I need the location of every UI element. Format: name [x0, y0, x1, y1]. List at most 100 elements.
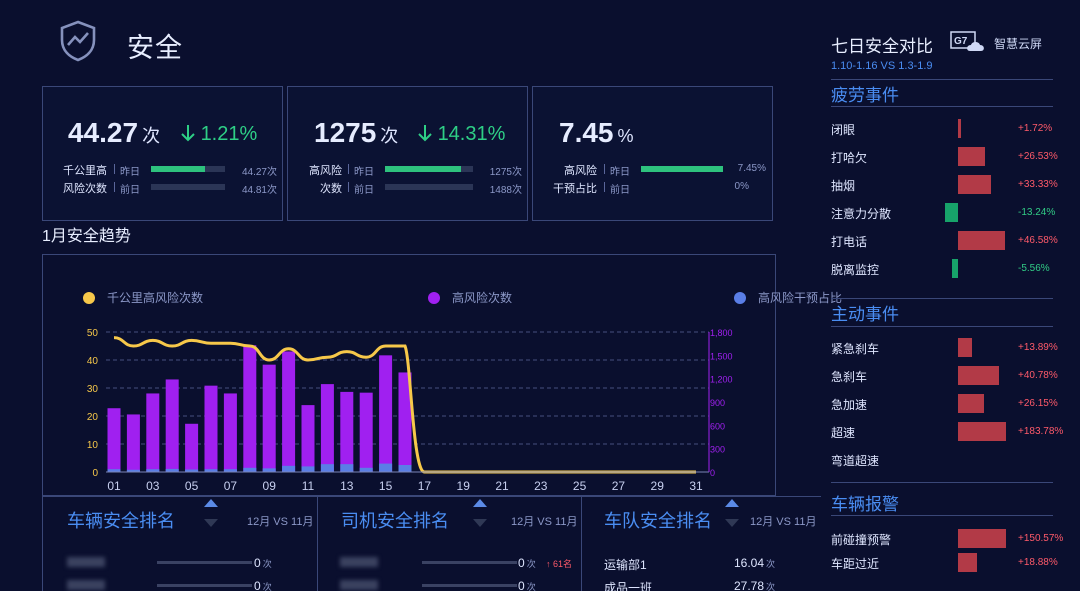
bar-high-risk-count — [243, 345, 257, 472]
comparison-item-label: 前碰撞预警 — [831, 533, 892, 547]
row-value: 1488次 — [489, 185, 522, 196]
y-right-tick-label: 1,200 — [710, 375, 733, 385]
kpi-value: 1275 次 — [314, 117, 399, 148]
kpi-change: 1.21% — [181, 123, 257, 146]
y-left-tick-label: 50 — [87, 328, 99, 339]
blurred-name — [67, 580, 105, 590]
bar-intervention-ratio — [301, 466, 315, 472]
ranking-period: 12月 VS 11月 — [511, 516, 578, 528]
kpi-label: 次数 — [320, 183, 342, 195]
bar-intervention-ratio — [320, 464, 334, 472]
comparison-bar — [944, 203, 958, 222]
fleet-name: 成品一班 — [604, 581, 653, 591]
comparison-bar — [958, 422, 1006, 441]
fleet-ranking-panel — [581, 496, 821, 591]
x-tick-label: 25 — [573, 479, 587, 493]
x-tick-label: 21 — [495, 479, 509, 493]
comparison-item-label: 注意力分散 — [831, 207, 892, 221]
legend-high-risk-count[interactable]: 高风险次数 — [452, 290, 512, 305]
comparison-change: +26.15% — [1018, 398, 1058, 409]
sort-toggle-icon[interactable] — [472, 497, 488, 529]
driver-ranking-title: 司机安全排名 — [341, 511, 449, 531]
comparison-item-label: 紧急刹车 — [831, 342, 880, 356]
comparison-item-label: 打电话 — [831, 235, 868, 249]
legend-risk-per-1000km[interactable]: 千公里高风险次数 — [107, 290, 203, 305]
comparison-bar — [958, 231, 1005, 250]
x-tick-label: 09 — [263, 479, 277, 493]
bar-intervention-ratio — [340, 464, 354, 472]
sort-toggle-icon[interactable] — [724, 497, 740, 529]
comparison-item-label: 打哈欠 — [831, 151, 868, 165]
kpi-label: 千公里高 — [63, 165, 107, 177]
ranking-bar — [157, 584, 252, 587]
bar-intervention-ratio — [223, 469, 237, 472]
trend-chart-frame — [42, 254, 776, 496]
kpi-progress-yesterday — [641, 166, 723, 172]
section-title-active: 主动事件 — [831, 305, 899, 324]
kpi-progress-yesterday — [151, 166, 206, 172]
kpi-progress-day-before — [151, 184, 225, 190]
row-tag-day-before: 前日 — [120, 185, 140, 196]
logo-text: 智慧云屏 — [994, 37, 1043, 51]
comparison-bar — [958, 394, 985, 413]
comparison-bar — [958, 175, 992, 194]
x-tick-label: 29 — [651, 479, 665, 493]
bar-intervention-ratio — [359, 467, 373, 472]
x-tick-label: 27 — [612, 479, 626, 493]
comparison-bar — [958, 553, 977, 572]
comparison-item-label: 急刹车 — [831, 370, 868, 384]
trend-chart: 0 10 20 30 40 50 0 300 600 900 1,200 1,500 1,800 01 03… — [83, 290, 842, 493]
legend-dot-intervention-ratio — [734, 292, 746, 304]
comparison-bar — [952, 259, 958, 278]
ranking-bar — [422, 561, 517, 564]
comparison-change: -5.56% — [1018, 263, 1050, 274]
bar-high-risk-count — [282, 351, 296, 472]
y-right-tick-label: 300 — [710, 445, 725, 455]
kpi-progress-yesterday — [385, 166, 461, 172]
sort-toggle-icon[interactable] — [203, 497, 219, 529]
comparison-bar — [958, 119, 961, 138]
y-left-tick-label: 40 — [87, 356, 99, 367]
kpi-label: 风险次数 — [63, 183, 107, 195]
x-tick-label: 15 — [379, 479, 393, 493]
row-value: 7.45% — [737, 163, 766, 174]
legend-intervention-ratio[interactable]: 高风险干预占比 — [758, 290, 842, 305]
ranking-bar — [422, 584, 517, 587]
kpi-label: 高风险 — [309, 165, 342, 177]
legend-dot-risk-per-1000km — [83, 292, 95, 304]
section-title-vehicle-alarm: 车辆报警 — [831, 495, 899, 514]
row-tag-day-before: 前日 — [354, 185, 374, 196]
bar-high-risk-count — [165, 379, 179, 472]
bar-high-risk-count — [359, 392, 373, 472]
kpi-change: 14.31% — [418, 123, 505, 146]
y-right-tick-label: 0 — [710, 468, 715, 478]
row-tag-day-before: 前日 — [610, 185, 630, 196]
bar-high-risk-count — [320, 384, 334, 472]
shield-chart-icon — [60, 20, 96, 62]
blurred-name — [340, 557, 378, 567]
row-value: 1275次 — [489, 167, 522, 178]
x-tick-label: 01 — [107, 479, 121, 493]
comparison-change: +1.72% — [1018, 123, 1053, 134]
y-left-tick-label: 10 — [87, 440, 99, 451]
bar-intervention-ratio — [262, 468, 276, 472]
driver-ranking-panel — [317, 496, 581, 591]
bar-high-risk-count — [379, 355, 393, 472]
x-tick-label: 05 — [185, 479, 199, 493]
bar-high-risk-count — [204, 385, 218, 472]
legend-dot-high-risk-count — [428, 292, 440, 304]
row-tag-yesterday: 昨日 — [120, 167, 140, 178]
bar-high-risk-count — [223, 393, 237, 472]
row-value: 0% — [734, 181, 749, 192]
row-value: 44.81次 — [241, 185, 277, 196]
kpi-value: 7.45% — [559, 117, 634, 148]
comparison-change: +150.57% — [1018, 533, 1064, 544]
x-tick-label: 13 — [340, 479, 354, 493]
bar-intervention-ratio — [379, 463, 393, 472]
kpi-progress-day-before — [385, 184, 473, 190]
comparison-change: +183.78% — [1018, 426, 1064, 437]
bar-intervention-ratio — [146, 469, 160, 472]
bar-intervention-ratio — [243, 467, 257, 472]
comparison-date-range: 1.10-1.16 VS 1.3-1.9 — [831, 60, 933, 72]
